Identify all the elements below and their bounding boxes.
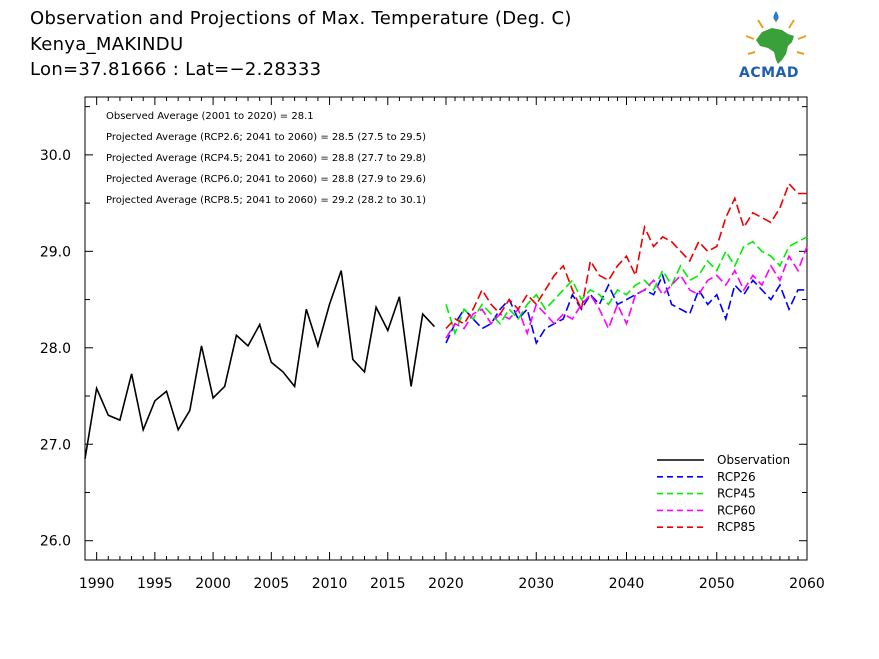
x-tick-label: 2000 bbox=[195, 576, 231, 592]
y-tick-label: 29.0 bbox=[40, 244, 71, 260]
x-tick-label: 2030 bbox=[518, 576, 554, 592]
x-tick-label: 2015 bbox=[370, 576, 406, 592]
series-line-rcp26 bbox=[445, 273, 807, 345]
x-tick-label: 1990 bbox=[79, 576, 115, 592]
y-tick-label: 26.0 bbox=[40, 534, 71, 550]
average-annotation: Projected Average (RCP4.5; 2041 to 2060)… bbox=[106, 153, 426, 164]
legend-label-rcp45: RCP45 bbox=[717, 487, 756, 501]
acmad-logo-text: ACMAD bbox=[739, 65, 799, 81]
average-annotation: Observed Average (2001 to 2020) = 28.1 bbox=[106, 111, 314, 122]
average-annotation: Projected Average (RCP8.5; 2041 to 2060)… bbox=[106, 195, 426, 206]
y-tick-label: 30.0 bbox=[40, 148, 71, 164]
legend-label-rcp85: RCP85 bbox=[717, 520, 756, 534]
average-annotation: Projected Average (RCP2.6; 2041 to 2060)… bbox=[106, 132, 426, 143]
legend-label-rcp60: RCP60 bbox=[717, 503, 756, 517]
legend-label-rcp26: RCP26 bbox=[717, 470, 756, 484]
average-annotation: Projected Average (RCP6.0; 2041 to 2060)… bbox=[106, 174, 426, 185]
y-tick-label: 28.0 bbox=[40, 341, 71, 357]
series-line-rcp45 bbox=[445, 236, 808, 336]
x-tick-label: 2050 bbox=[699, 576, 735, 592]
series-line-rcp85 bbox=[445, 182, 807, 330]
series-line-rcp60 bbox=[445, 246, 808, 339]
x-tick-label: 2040 bbox=[609, 576, 645, 592]
x-tick-label: 1995 bbox=[137, 576, 173, 592]
station-name: Kenya_MAKINDU bbox=[30, 34, 184, 55]
x-tick-label: 2020 bbox=[428, 576, 464, 592]
x-tick-label: 2060 bbox=[789, 576, 825, 592]
series-line-observation bbox=[84, 270, 435, 459]
x-tick-label: 2010 bbox=[312, 576, 348, 592]
chart-title: Observation and Projections of Max. Temp… bbox=[30, 8, 572, 29]
africa-map-logo-icon bbox=[745, 11, 807, 64]
legend-label-observation: Observation bbox=[717, 453, 790, 467]
y-tick-label: 27.0 bbox=[40, 437, 71, 453]
station-coordinates: Lon=37.81666 : Lat=−2.28333 bbox=[30, 59, 322, 80]
x-tick-label: 2005 bbox=[254, 576, 290, 592]
